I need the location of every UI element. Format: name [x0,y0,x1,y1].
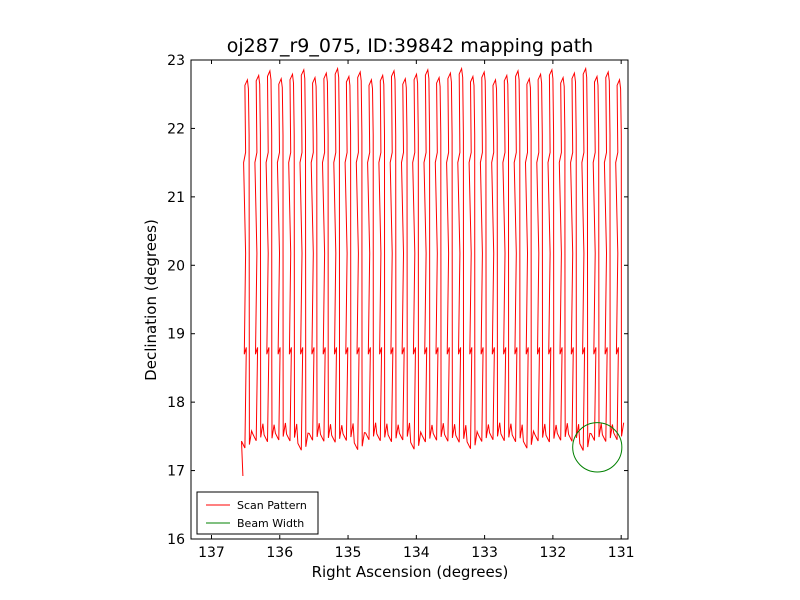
legend-label-scan-pattern: Scan Pattern [237,499,307,512]
legend-box [196,491,319,535]
y-tick-label: 18 [167,395,185,411]
y-tick-label: 19 [167,327,185,343]
y-tick-label: 23 [167,53,185,69]
scan-pattern-line [241,66,625,477]
x-tick-label: 136 [266,545,293,561]
x-tick-label: 133 [471,545,498,561]
y-tick-label: 21 [167,190,185,206]
x-tick-label: 132 [540,545,567,561]
y-tick-label: 16 [167,532,185,548]
plot-frame [190,59,629,540]
y-tick-label: 17 [167,464,185,480]
y-tick-label: 20 [167,258,185,274]
y-tick-label: 22 [167,121,185,137]
plot-area [241,66,625,477]
axis-ticks: 137 136 135 134 133 132 131 16 17 18 19 20 21 22 23 [167,53,634,561]
y-axis-label: Declination (degrees) [142,219,160,381]
beam-width-circle [572,422,623,473]
legend-label-beam-width: Beam Width [237,517,304,530]
x-tick-label: 134 [403,545,430,561]
x-tick-label: 131 [608,545,635,561]
x-tick-label: 137 [198,545,225,561]
x-tick-label: 135 [335,545,362,561]
x-axis-label: Right Ascension (degrees) [312,563,509,581]
legend: Scan Pattern Beam Width [196,491,319,535]
chart-title: oj287_r9_075, ID:39842 mapping path [227,35,593,57]
